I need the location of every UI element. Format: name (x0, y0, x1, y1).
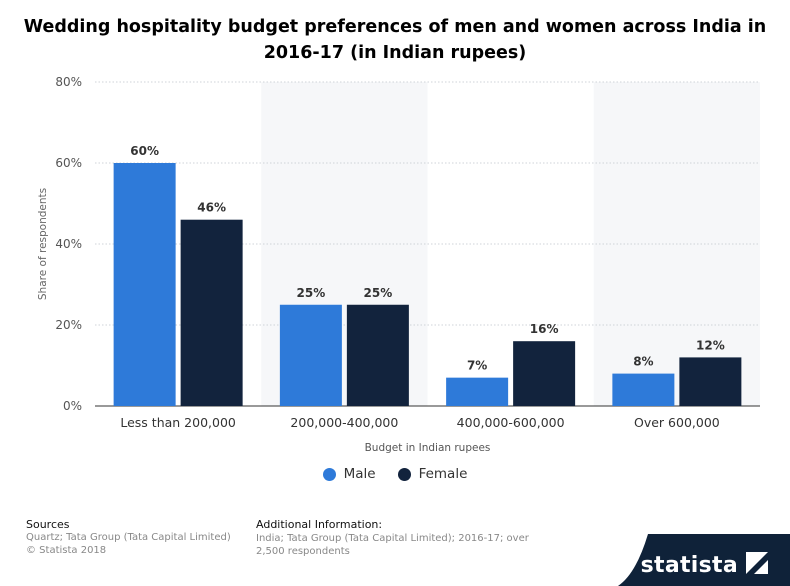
bar-male-3[interactable] (612, 373, 675, 406)
x-tick-label: 400,000-600,000 (457, 415, 565, 430)
data-label: 16% (530, 322, 559, 336)
bar-male-1[interactable] (279, 304, 342, 406)
legend-dot-female (397, 467, 411, 481)
y-tick-label: 80% (55, 75, 82, 89)
bar-female-1[interactable] (346, 304, 409, 406)
y-tick-label: 60% (55, 156, 82, 170)
legend: Male Female (0, 466, 790, 482)
legend-dot-male (322, 467, 336, 481)
bar-female-0[interactable] (180, 219, 243, 406)
y-tick-label: 20% (55, 318, 82, 332)
y-tick-label: 0% (63, 399, 82, 413)
y-tick-label: 40% (55, 237, 82, 251)
sources-heading[interactable]: Sources (26, 518, 70, 531)
data-label: 46% (197, 201, 226, 215)
brand-name: statista (640, 553, 738, 578)
additional-info-heading[interactable]: Additional Information: (256, 518, 383, 531)
bar-chart: 0% 20% 40% 60% 80% 60% 46% Less than 200,000 25%… (37, 75, 760, 454)
data-label: 12% (696, 338, 725, 352)
chart-title: Wedding hospitality budget preferences o… (23, 17, 767, 63)
data-label: 25% (297, 286, 326, 300)
legend-item-male[interactable]: Male (322, 466, 376, 482)
bar-male-0[interactable] (113, 163, 176, 406)
x-tick-label: Over 600,000 (634, 415, 720, 430)
copyright-text: © Statista 2018 (26, 545, 107, 556)
x-tick-label: Less than 200,000 (120, 415, 236, 430)
data-label: 25% (364, 286, 393, 300)
data-label: 60% (130, 144, 159, 158)
bar-female-3[interactable] (679, 357, 742, 406)
statista-logo[interactable]: statista (618, 534, 790, 586)
y-axis-title: Share of respondents (37, 188, 49, 300)
legend-item-female[interactable]: Female (397, 466, 468, 482)
data-label: 8% (633, 355, 653, 369)
sources-text: Quartz; Tata Group (Tata Capital Limited… (26, 532, 231, 543)
additional-info-text: India; Tata Group (Tata Capital Limited)… (256, 533, 529, 557)
legend-label-female: Female (418, 466, 468, 482)
bar-male-2[interactable] (446, 377, 509, 406)
bar-female-2[interactable] (513, 341, 576, 406)
legend-label-male: Male (343, 466, 376, 482)
x-axis-title: Budget in Indian rupees (365, 442, 491, 454)
statista-icon (746, 552, 768, 574)
x-tick-label: 200,000-400,000 (290, 415, 398, 430)
data-label: 7% (467, 359, 487, 373)
